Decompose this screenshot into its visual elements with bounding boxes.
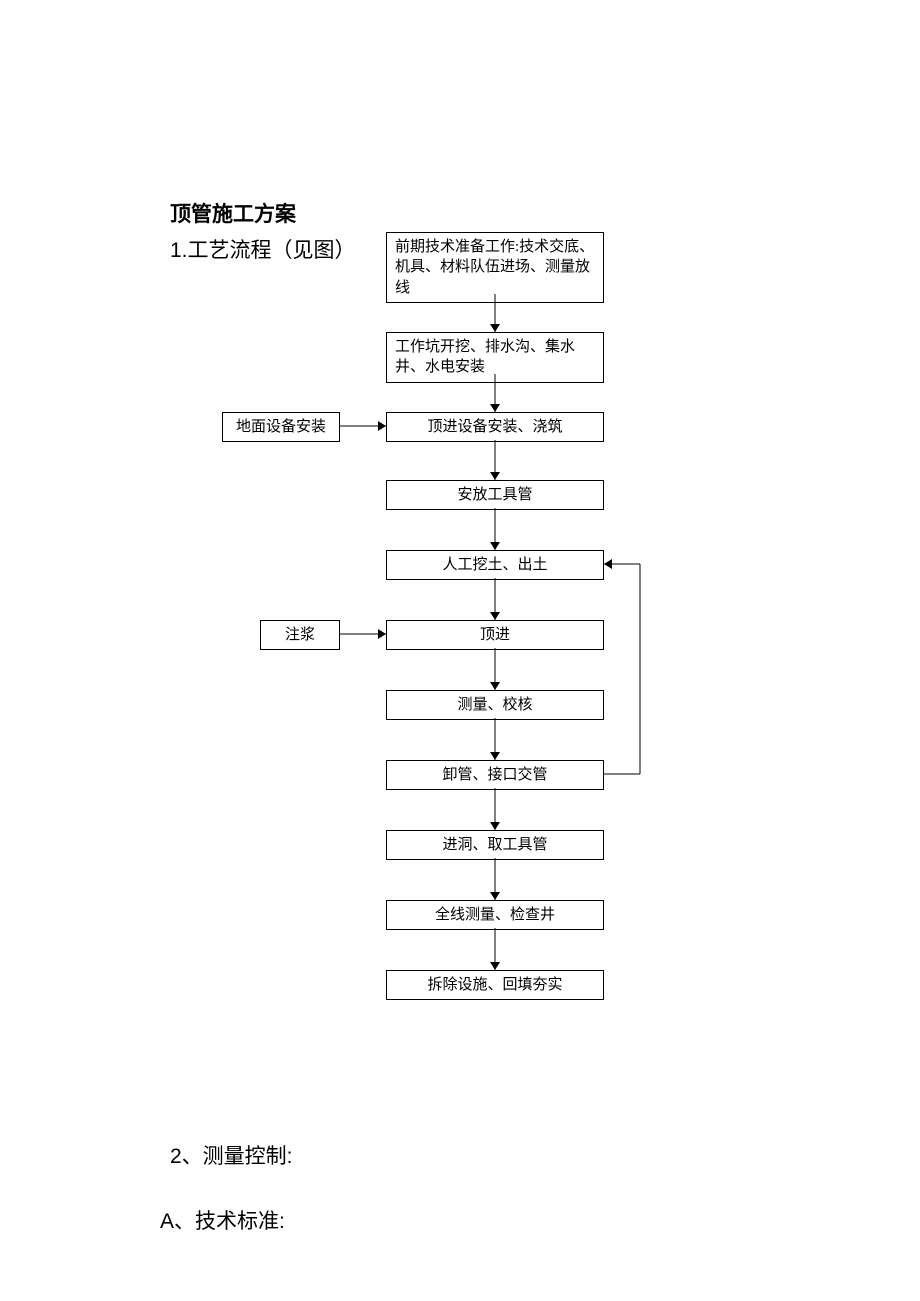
- flowchart-node-n7: 测量、校核: [386, 690, 604, 720]
- flowchart-node-n5: 人工挖土、出土: [386, 550, 604, 580]
- flowchart-node-n6: 顶进: [386, 620, 604, 650]
- section-1-heading: 1.工艺流程（见图）: [170, 234, 356, 264]
- flowchart-node-n1: 前期技术准备工作:技术交底、机具、材料队伍进场、测量放线: [386, 232, 604, 303]
- document-title: 顶管施工方案: [170, 198, 750, 228]
- document-page: 顶管施工方案 1.工艺流程（见图）: [0, 0, 920, 264]
- flowchart-node-n8: 卸管、接口交管: [386, 760, 604, 790]
- flowchart-node-n10: 全线测量、检查井: [386, 900, 604, 930]
- flowchart-node-s2: 注浆: [260, 620, 340, 650]
- flowchart-node-n2: 工作坑开挖、排水沟、集水井、水电安装: [386, 332, 604, 383]
- flowchart-node-n3: 顶进设备安装、浇筑: [386, 412, 604, 442]
- flowchart-node-n4: 安放工具管: [386, 480, 604, 510]
- flowchart-node-s1: 地面设备安装: [222, 412, 340, 442]
- flowchart-node-n11: 拆除设施、回填夯实: [386, 970, 604, 1000]
- section-2-heading: 2、测量控制:: [170, 1140, 293, 1170]
- section-2a-heading: A、技术标准:: [160, 1205, 285, 1235]
- flowchart-node-n9: 进洞、取工具管: [386, 830, 604, 860]
